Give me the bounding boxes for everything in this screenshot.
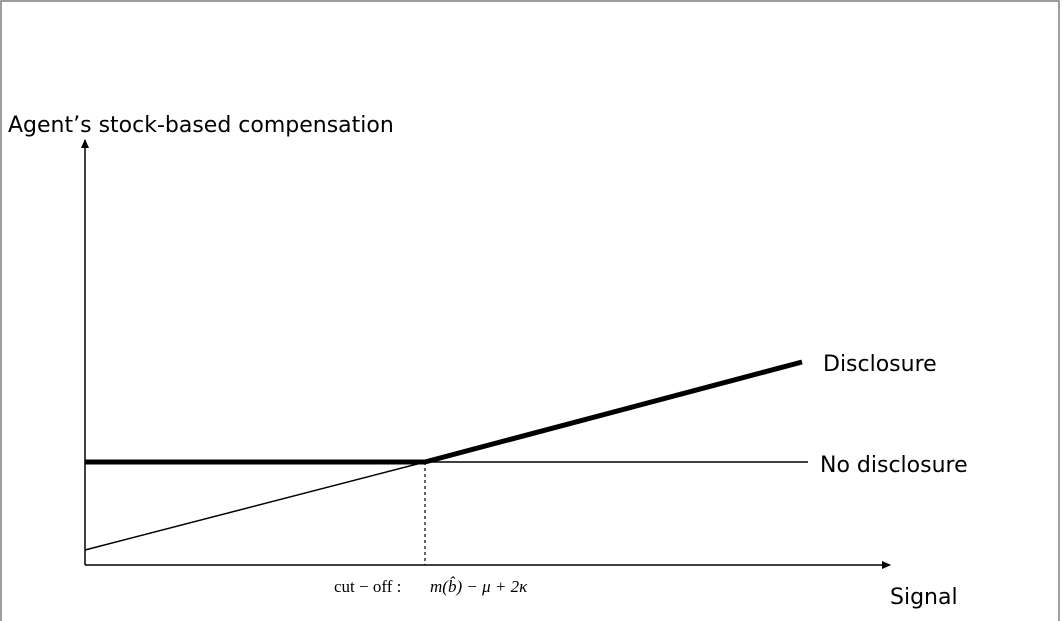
line-label: Disclosure: [823, 352, 937, 377]
cutoff-prefix: cut − off :: [334, 577, 401, 596]
cutoff-expression: m(b̂) − μ + 2κ: [430, 577, 528, 596]
payoff-thick-rising: [424, 359, 803, 465]
disclosure-line-thin: [84, 461, 426, 551]
line-label: No disclosure: [820, 453, 968, 478]
x-axis-label: Signal: [890, 585, 958, 610]
y-axis-label: Agent’s stock-based compensation: [8, 113, 394, 138]
